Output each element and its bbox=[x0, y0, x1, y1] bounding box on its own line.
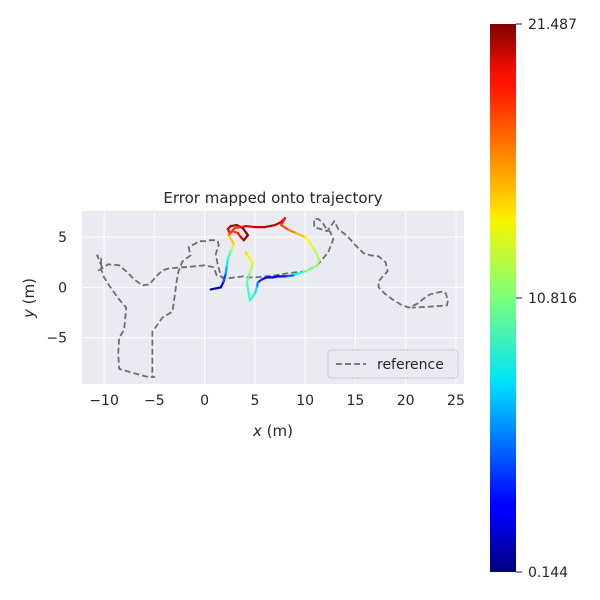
error-segment bbox=[279, 216, 287, 227]
error-segment bbox=[245, 271, 251, 284]
grid-lines bbox=[82, 211, 464, 384]
x-axis-variable: x bbox=[252, 422, 262, 440]
error-segment bbox=[219, 280, 225, 289]
y-axis-label: y (m) bbox=[20, 278, 38, 319]
x-axis-unit: (m) bbox=[262, 422, 293, 440]
error-segment bbox=[247, 256, 254, 265]
x-tick-label: 25 bbox=[447, 393, 465, 409]
error-segment bbox=[244, 224, 257, 229]
x-tick-label: 15 bbox=[347, 393, 365, 409]
y-axis-variable: y bbox=[20, 308, 38, 319]
error-segment bbox=[263, 223, 277, 229]
colorbar-label-min: 0.144 bbox=[528, 565, 568, 581]
y-tick-label: 0 bbox=[58, 280, 67, 296]
error-trajectory bbox=[209, 216, 321, 302]
y-tick-label: 5 bbox=[58, 230, 67, 246]
error-segment bbox=[209, 286, 222, 291]
error-segment bbox=[309, 242, 316, 251]
y-tick-label: −5 bbox=[46, 331, 67, 347]
x-tick-labels: −10 −5 0 5 10 15 20 25 bbox=[89, 393, 465, 409]
y-tick-labels: −5 0 5 bbox=[46, 230, 67, 347]
reference-line bbox=[96, 218, 449, 378]
error-segment bbox=[224, 265, 228, 275]
error-segment bbox=[301, 268, 312, 274]
x-tick-label: 0 bbox=[200, 393, 209, 409]
error-segment bbox=[248, 262, 254, 274]
y-axis-unit: (m) bbox=[20, 278, 38, 309]
legend: reference bbox=[327, 349, 459, 379]
error-segment bbox=[241, 226, 249, 237]
error-segment bbox=[279, 223, 291, 232]
error-segment bbox=[244, 251, 248, 256]
x-axis-label: x (m) bbox=[252, 422, 293, 440]
error-segment bbox=[287, 229, 298, 235]
error-segment bbox=[309, 264, 319, 271]
colorbar: 21.487 10.816 0.144 bbox=[490, 17, 577, 581]
x-tick-label: 20 bbox=[397, 393, 415, 409]
error-segment bbox=[228, 226, 236, 235]
error-segment bbox=[295, 232, 307, 239]
legend-label-reference: reference bbox=[377, 357, 444, 373]
colorbar-label-mid: 10.816 bbox=[528, 291, 577, 307]
x-tick-label: 5 bbox=[250, 393, 259, 409]
error-segment bbox=[292, 271, 304, 277]
legend-box bbox=[327, 349, 459, 379]
error-segment bbox=[222, 272, 227, 283]
x-tick-label: 10 bbox=[296, 393, 314, 409]
error-segment bbox=[245, 281, 251, 302]
error-segment bbox=[227, 234, 235, 246]
error-segment bbox=[313, 248, 319, 257]
x-tick-label: −10 bbox=[89, 393, 119, 409]
reference-trajectory bbox=[96, 218, 449, 378]
error-segment bbox=[225, 258, 229, 268]
error-segment bbox=[304, 236, 312, 245]
error-segment bbox=[283, 274, 295, 278]
error-segment bbox=[273, 220, 283, 227]
colorbar-label-max: 21.487 bbox=[528, 17, 577, 33]
chart-title: Error mapped onto trajectory bbox=[163, 189, 382, 207]
x-tick-label: −5 bbox=[144, 393, 165, 409]
colorbar-gradient bbox=[490, 24, 516, 572]
